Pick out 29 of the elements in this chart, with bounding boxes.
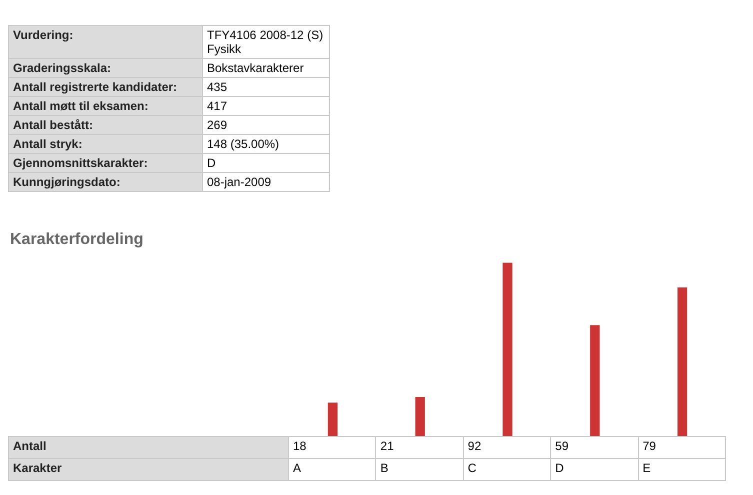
text: Antall stryk:	[8, 134, 202, 154]
text: 417	[202, 96, 330, 116]
text: Vurdering:	[8, 26, 202, 58]
text: Kunngjøringsdato:	[8, 172, 202, 192]
text: Karakterfordeling	[10, 231, 144, 249]
text: Antall	[8, 436, 288, 458]
text: D	[202, 154, 330, 172]
data-label: 21	[376, 436, 464, 458]
data-label: 18	[288, 436, 376, 458]
data-label: 92	[463, 436, 551, 458]
text: 08-jan-2009	[202, 172, 330, 192]
text: 269	[202, 116, 330, 134]
text: Graderingsskala:	[8, 58, 202, 78]
text: Antall bestått:	[8, 116, 202, 134]
data-label: 59	[550, 436, 638, 458]
data-label: 79	[638, 436, 726, 458]
text: Antall møtt til eksamen:	[8, 96, 202, 116]
text: Karakter	[8, 458, 288, 480]
x-tick-label: D	[550, 458, 638, 480]
text: Bokstavkarakterer	[202, 58, 330, 78]
x-tick-label: C	[463, 458, 551, 480]
x-tick-label: B	[376, 458, 464, 480]
x-tick-label: E	[638, 458, 726, 480]
text: 148 (35.00%)	[202, 134, 330, 154]
text: Gjennomsnittskarakter:	[8, 154, 202, 172]
x-tick-label: A	[288, 458, 376, 480]
text: 435	[202, 78, 330, 96]
text: Antall registrerte kandidater:	[8, 78, 202, 96]
text: TFY4106 2008-12 (S) Fysikk	[202, 26, 330, 58]
